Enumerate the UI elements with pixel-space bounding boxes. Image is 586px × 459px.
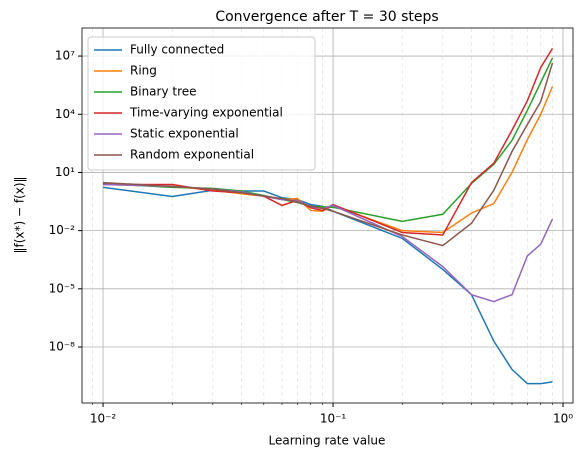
legend-label: Ring [130, 64, 157, 78]
y-tick-label: 10¹ [55, 165, 75, 179]
legend-box [87, 36, 316, 171]
legend-label: Binary tree [130, 85, 197, 99]
x-tick-label: 10⁰ [553, 412, 573, 426]
data-line [103, 62, 554, 247]
x-tick-label: 10⁻¹ [320, 412, 347, 426]
y-tick-label: 10⁻⁵ [49, 281, 76, 295]
plot-frame [81, 27, 574, 404]
x-tick-label: 10⁻² [90, 412, 117, 426]
x-axis-label: Learning rate value [269, 434, 386, 448]
y-axis-label: ‖f(x*) − f(x)‖ [13, 176, 27, 253]
legend: Fully connected Ring Binary tree Time-varyi… [87, 36, 316, 171]
legend-label: Fully connected [130, 43, 224, 57]
y-tick-label: 10⁴ [55, 107, 75, 121]
y-tick-label: 10⁷ [55, 49, 75, 63]
y-tick-label: 10⁻² [49, 223, 76, 237]
legend-label: Static exponential [130, 127, 239, 141]
legend-label: Time-varying exponential [129, 106, 283, 120]
chart-title: Convergence after T = 30 steps [215, 9, 438, 25]
legend-label: Random exponential [130, 148, 254, 162]
data-line [102, 186, 553, 385]
y-tick-label: 10⁻⁸ [49, 340, 76, 354]
